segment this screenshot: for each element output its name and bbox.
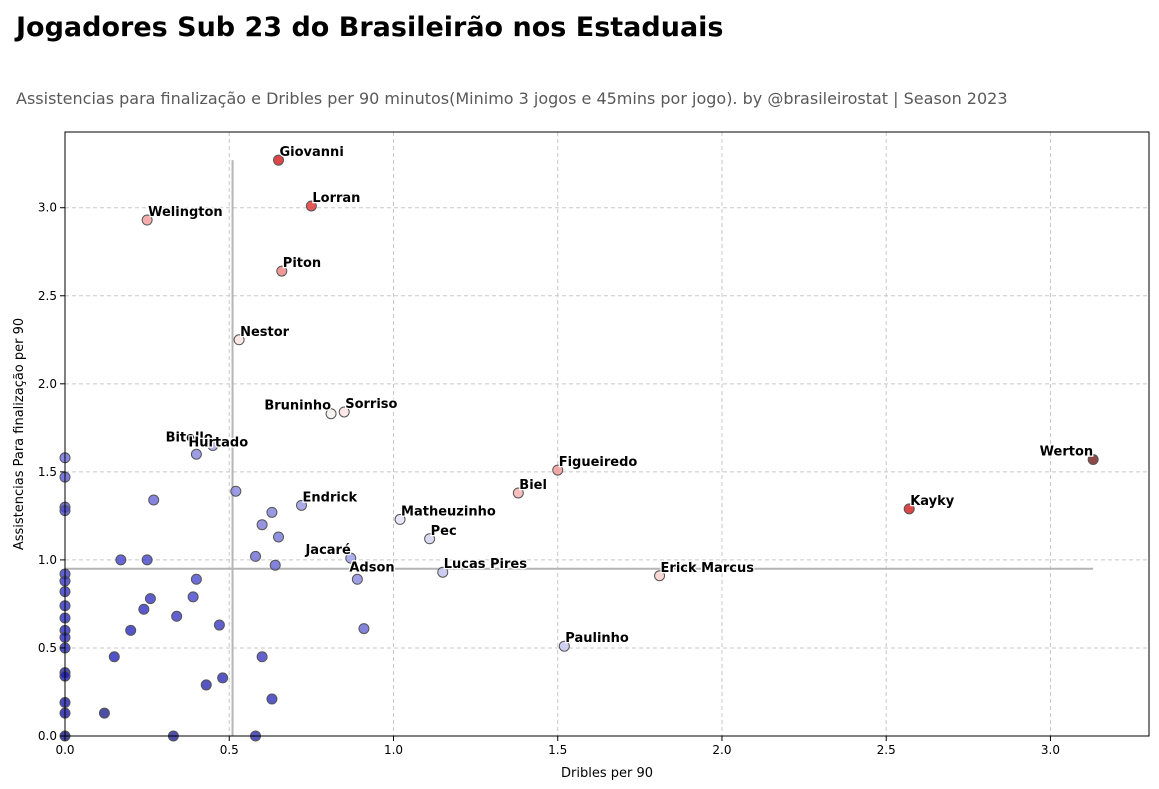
data-point: [187, 591, 199, 603]
point-label: Giovanni: [280, 145, 344, 160]
point-label: Adson: [349, 560, 394, 575]
data-point: [512, 487, 524, 499]
x-tick-label: 1.5: [548, 743, 567, 757]
data-point: [305, 200, 317, 212]
point-label: Werton: [1040, 445, 1094, 460]
x-tick-label: 3.0: [1041, 743, 1060, 757]
data-point: [213, 619, 225, 631]
point-label: Matheuzinho: [401, 504, 496, 519]
x-tick-label: 2.0: [712, 743, 731, 757]
data-point: [266, 693, 278, 705]
point-label: Jacaré: [304, 543, 350, 558]
x-tick-label: 0.0: [55, 743, 74, 757]
point-labels: Giovanni Lorran Welington Piton Nestor Brunin…: [147, 144, 1095, 648]
data-point: [141, 554, 153, 566]
point-label: Pec: [431, 524, 457, 539]
data-point: [394, 513, 406, 525]
data-point: [230, 485, 242, 497]
data-point: [1087, 454, 1099, 466]
chart-subtitle: Assistencias para finalização e Dribles …: [16, 89, 1008, 108]
data-point: [148, 494, 160, 506]
point-label: Lucas Pires: [444, 557, 527, 572]
y-tick-label: 3.0: [38, 201, 57, 215]
plot-frame: [64, 131, 1150, 737]
point-label: Biel: [519, 478, 547, 493]
x-axis-ticks: 0.0 0.5 1.0 1.5 2.0 2.5 3.0: [55, 736, 1060, 757]
point-label: Sorriso: [345, 397, 397, 412]
y-axis-label: Assistencias Para finalização per 90: [12, 318, 27, 550]
y-tick-label: 2.5: [38, 289, 57, 303]
chart-title: Jogadores Sub 23 do Brasileirão nos Esta…: [16, 12, 724, 43]
point-label: Paulinho: [565, 631, 629, 646]
point-label: Figueiredo: [559, 455, 638, 470]
y-tick-label: 2.0: [38, 377, 57, 391]
data-point: [273, 154, 285, 166]
data-point: [250, 550, 262, 562]
x-tick-label: 1.0: [384, 743, 403, 757]
data-point: [358, 623, 370, 635]
point-label: Endrick: [303, 490, 358, 505]
data-point: [552, 464, 564, 476]
y-tick-label: 1.0: [38, 553, 57, 567]
data-point: [345, 552, 357, 564]
data-point: [276, 265, 288, 277]
data-point: [273, 531, 285, 543]
point-label: Erick Marcus: [661, 561, 755, 576]
data-point: [558, 640, 570, 652]
data-point: [207, 439, 219, 451]
point-label: Lorran: [312, 191, 360, 206]
data-point: [98, 707, 110, 719]
point-label: Nestor: [240, 325, 290, 340]
data-point: [200, 679, 212, 691]
data-point: [144, 593, 156, 605]
data-point: [338, 406, 350, 418]
data-point: [296, 499, 308, 511]
data-point: [256, 651, 268, 663]
data-point: [138, 603, 150, 615]
y-tick-label: 0.0: [38, 729, 57, 743]
data-point: [654, 570, 666, 582]
reference-lines: [65, 160, 1094, 736]
x-tick-label: 2.5: [877, 743, 896, 757]
data-point: [424, 533, 436, 545]
point-label: Kayky: [910, 494, 955, 509]
data-point: [256, 519, 268, 531]
data-point: [351, 573, 363, 585]
data-point: [125, 624, 137, 636]
data-point: [171, 610, 183, 622]
y-tick-label: 0.5: [38, 641, 57, 655]
point-label: Welington: [148, 205, 223, 220]
data-point: [190, 573, 202, 585]
data-point: [325, 408, 337, 420]
point-label: Bitello: [166, 430, 213, 445]
data-point: [115, 554, 127, 566]
data-point: [266, 506, 278, 518]
point-label: Bruninho: [264, 399, 331, 414]
data-point: [141, 214, 153, 226]
point-label: Hurtado: [188, 435, 248, 450]
x-axis-label: Dribles per 90: [561, 766, 653, 781]
data-point: [108, 651, 120, 663]
data-point: [190, 448, 202, 460]
data-point: [269, 559, 281, 571]
point-label: Piton: [283, 256, 321, 271]
y-tick-label: 1.5: [38, 465, 57, 479]
data-point: [217, 672, 229, 684]
data-point: [233, 334, 245, 346]
x-tick-label: 0.5: [220, 743, 239, 757]
y-axis-ticks: 0.0 0.5 1.0 1.5 2.0 2.5 3.0: [38, 201, 65, 743]
data-point: [903, 503, 915, 515]
data-point: [437, 566, 449, 578]
